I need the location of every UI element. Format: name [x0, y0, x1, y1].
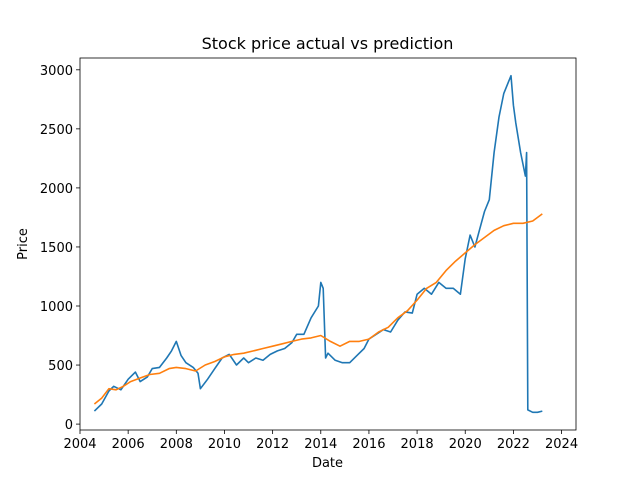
x-axis-ticks: 2004 2006 2008 2010 2012 2014 2016 2018 2020 2022…: [63, 430, 578, 452]
y-tick-label: 2500: [40, 123, 73, 138]
x-tick-label: 2008: [160, 437, 193, 452]
x-axis-label: Date: [312, 456, 343, 471]
series-line-2: [93, 213, 543, 405]
x-tick-label: 2014: [304, 437, 337, 452]
plot-frame: [79, 57, 577, 431]
y-tick-label: 2000: [40, 182, 73, 197]
x-tick-label: 2020: [449, 437, 482, 452]
x-tick-label: 2012: [256, 437, 289, 452]
y-tick-label: 3000: [40, 64, 73, 79]
x-tick-label: 2004: [63, 437, 96, 452]
plot-area: [93, 74, 543, 414]
x-tick-label: 2010: [208, 437, 241, 452]
x-tick-label: 2024: [545, 437, 578, 452]
y-tick-label: 1500: [40, 241, 73, 256]
y-tick-label: 1000: [40, 300, 73, 315]
y-axis-label: Price: [16, 228, 31, 260]
y-tick-label: 500: [48, 359, 73, 374]
x-tick-label: 2022: [497, 437, 530, 452]
x-tick-label: 2016: [352, 437, 385, 452]
x-tick-label: 2018: [401, 437, 434, 452]
y-tick-label: 0: [65, 418, 73, 433]
series-line-1: [93, 74, 543, 414]
y-axis-ticks: 0 500 1000 1500 2000 2500 3000: [40, 64, 80, 433]
x-tick-label: 2006: [112, 437, 145, 452]
chart-title: Stock price actual vs prediction: [202, 34, 454, 53]
